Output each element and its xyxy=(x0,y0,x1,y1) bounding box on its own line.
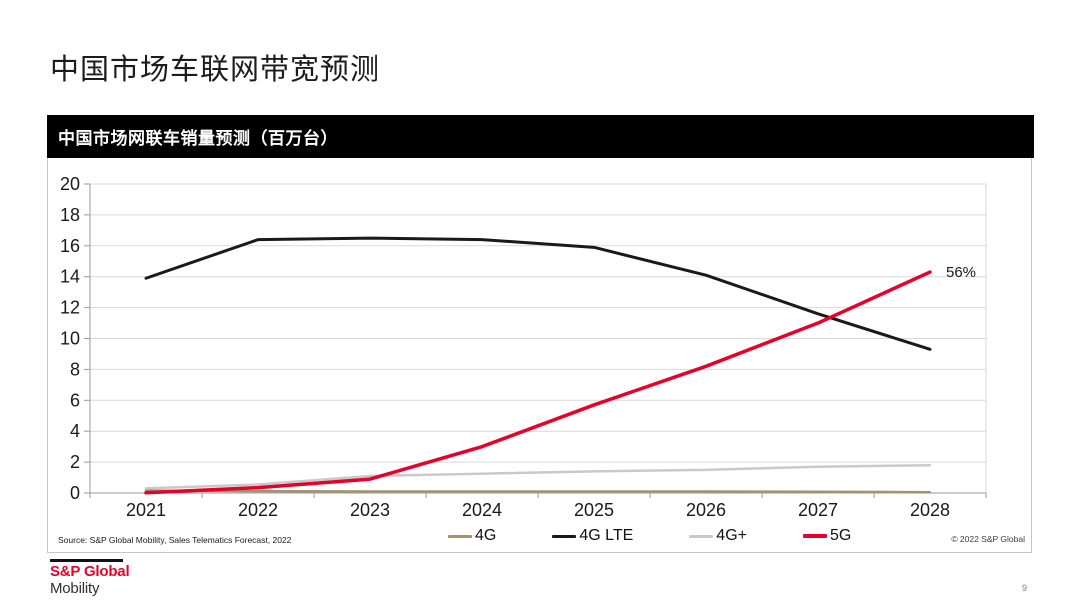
chart-card: 中国市场网联车销量预测（百万台） 0 2 4 6 8 10 12 14 16 18 20 2021 20… xyxy=(47,115,1034,553)
svg-text:2023: 2023 xyxy=(350,500,390,520)
svg-text:2022: 2022 xyxy=(238,500,278,520)
legend-swatch-4G xyxy=(448,534,472,538)
page-title: 中国市场车联网带宽预测 xyxy=(50,54,381,86)
legend-item-4G+: 4G+ xyxy=(689,527,747,545)
chart-header: 中国市场网联车销量预测（百万台） xyxy=(47,115,1034,158)
page-number: 9 xyxy=(1022,583,1028,593)
svg-text:18: 18 xyxy=(60,205,80,225)
svg-text:2021: 2021 xyxy=(126,500,166,520)
svg-text:2028: 2028 xyxy=(910,500,950,520)
series-4G LTE xyxy=(144,236,932,351)
legend-item-4G: 4G xyxy=(448,527,496,545)
svg-text:2025: 2025 xyxy=(574,500,614,520)
svg-text:6: 6 xyxy=(70,390,80,410)
legend-swatch-4G+ xyxy=(689,534,714,538)
chart-legend: 4G 4G LTE 4G+ 5G xyxy=(448,527,851,545)
svg-text:2024: 2024 xyxy=(462,500,502,520)
annotation-56%: 56% xyxy=(946,264,976,281)
svg-text:14: 14 xyxy=(60,267,80,287)
legend-label-4G+: 4G+ xyxy=(716,527,747,544)
copyright-note: © 2022 S&P Global xyxy=(951,534,1025,544)
legend-label-4G: 4G xyxy=(475,527,497,544)
svg-text:2: 2 xyxy=(70,452,80,472)
chart-header-label: 中国市场网联车销量预测（百万台） xyxy=(58,129,338,148)
svg-text:0: 0 xyxy=(70,483,80,503)
svg-text:20: 20 xyxy=(60,174,80,194)
svg-text:16: 16 xyxy=(60,236,80,256)
svg-text:4: 4 xyxy=(70,421,80,441)
logo-brand: S&P Global xyxy=(50,563,130,580)
legend-swatch-5G xyxy=(802,534,827,538)
svg-text:8: 8 xyxy=(70,359,80,379)
logo-division: Mobility xyxy=(50,580,100,597)
line-chart: 0 2 4 6 8 10 12 14 16 18 20 2021 2022 2023 2024 2025 202… xyxy=(60,174,987,520)
source-note: Source: S&P Global Mobility, Sales Telem… xyxy=(58,535,292,545)
legend-item-4G LTE: 4G LTE xyxy=(552,527,633,545)
sp-global-logo: S&P Global Mobility xyxy=(50,559,130,597)
svg-text:12: 12 xyxy=(60,298,80,318)
series-4G+ xyxy=(144,463,932,490)
logo-top-bar xyxy=(50,559,123,562)
svg-text:10: 10 xyxy=(60,329,80,349)
series-5G xyxy=(144,270,932,495)
legend-item-5G: 5G xyxy=(802,527,852,545)
series-4G xyxy=(144,489,932,494)
legend-label-5G: 5G xyxy=(829,527,852,544)
legend-swatch-4G LTE xyxy=(552,534,577,538)
svg-text:2027: 2027 xyxy=(798,500,838,520)
legend-label-4G LTE: 4G LTE xyxy=(579,527,634,544)
svg-text:2026: 2026 xyxy=(686,500,726,520)
